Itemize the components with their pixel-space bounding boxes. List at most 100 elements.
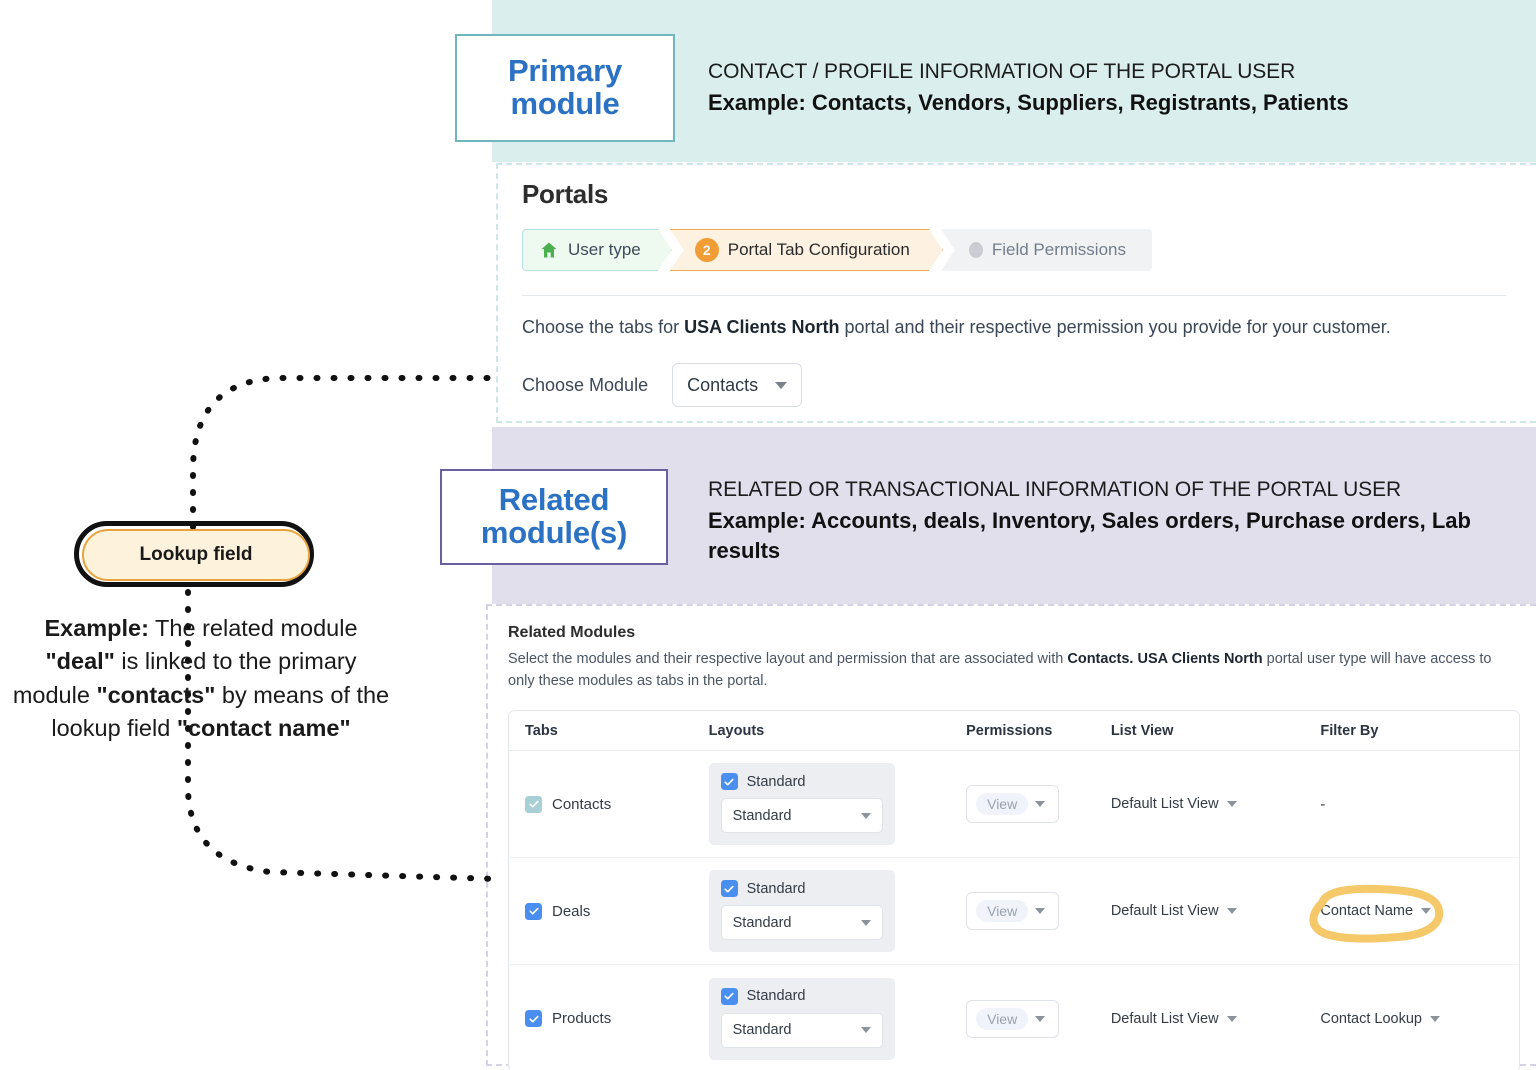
row-tab-cell[interactable]: Deals — [525, 902, 709, 920]
chevron-down-icon — [1035, 908, 1046, 914]
list-view-select[interactable]: Default List View — [1111, 903, 1321, 919]
list-view-select[interactable]: Default List View — [1111, 796, 1321, 812]
example-label: Example: — [44, 615, 149, 641]
checkbox-icon[interactable] — [525, 1010, 542, 1027]
related-callout-line1: Related — [498, 482, 610, 518]
choose-module-value: Contacts — [687, 374, 759, 395]
step-dot-icon — [968, 242, 983, 258]
related-modules-description: Select the modules and their respective … — [508, 648, 1516, 693]
permission-badge: View — [976, 900, 1029, 922]
layout-checkbox-label: Standard — [746, 773, 806, 790]
row-tab-label: Deals — [552, 902, 591, 920]
list-view-value: Default List View — [1110, 903, 1219, 919]
permission-badge: View — [976, 1007, 1029, 1030]
primary-callout-line1: Primary — [507, 53, 623, 89]
step-user-type[interactable]: User type — [522, 229, 672, 271]
divider — [522, 295, 1506, 296]
layout-select[interactable]: Standard — [720, 905, 883, 940]
primary-module-callout: Primary module — [455, 34, 675, 142]
layout-select-value: Standard — [732, 807, 792, 824]
lookup-pill-outline — [74, 521, 314, 587]
choose-module-row: Choose Module Contacts — [522, 363, 803, 407]
chevron-down-icon — [1429, 1015, 1440, 1022]
step-field-permissions[interactable]: Field Permissions — [940, 229, 1152, 271]
layout-select-value: Standard — [732, 1022, 792, 1038]
table-row: Deals Standard Standard — [509, 858, 1519, 965]
row-tab-cell[interactable]: Contacts — [525, 795, 709, 813]
choose-module-label: Choose Module — [522, 374, 649, 395]
permission-select[interactable]: View — [966, 999, 1060, 1038]
layout-checkbox-icon[interactable] — [720, 773, 738, 790]
permission-badge: View — [976, 793, 1029, 815]
table-row: Products Standard Standard — [509, 965, 1519, 1070]
step-portal-tab-configuration-label: Portal Tab Configuration — [727, 240, 910, 259]
related-modules-title: Related Modules — [508, 624, 636, 641]
home-icon — [539, 240, 559, 260]
rm-desc-bold: Contacts. USA Clients North — [1067, 651, 1263, 667]
rm-desc-1: Select the modules and their respective … — [508, 651, 1068, 667]
primary-banner-example: Example: Contacts, Vendors, Suppliers, R… — [708, 90, 1349, 115]
primary-callout-line2: module — [510, 86, 620, 121]
layout-checkbox-icon[interactable] — [720, 880, 738, 897]
table-row: Contacts Standard Standard — [509, 751, 1519, 858]
layout-checkbox-icon[interactable] — [720, 987, 738, 1005]
permission-select[interactable]: View — [966, 785, 1060, 823]
wizard-stepper: User type 2 Portal Tab Configuration Fie… — [522, 229, 1152, 271]
chevron-down-icon — [1226, 1015, 1237, 1022]
checkbox-icon[interactable] — [525, 902, 542, 920]
row-tab-label: Contacts — [552, 795, 612, 813]
chevron-down-icon — [1035, 1015, 1046, 1022]
chevron-down-icon — [1035, 801, 1046, 807]
example-annotation-text: Example: The related module "deal" is li… — [12, 615, 390, 742]
column-header-tabs: Tabs — [525, 722, 558, 739]
related-banner-example: Example: Accounts, deals, Inventory, Sal… — [708, 508, 1471, 563]
chevron-down-icon — [860, 812, 871, 819]
list-view-value: Default List View — [1110, 796, 1219, 812]
related-callout-line2: module(s) — [480, 515, 628, 550]
table-header-row: Tabs Layouts Permissions List View Filte… — [509, 711, 1519, 751]
instruction-prefix: Choose the tabs for — [522, 317, 685, 337]
filter-by-select[interactable]: Contact Name — [1309, 884, 1519, 943]
lookup-pill: Lookup field — [82, 529, 310, 581]
layout-checkbox-label: Standard — [746, 880, 806, 897]
lookup-field-annotation: Lookup field — [72, 521, 322, 595]
step-portal-tab-configuration[interactable]: 2 Portal Tab Configuration — [670, 229, 943, 271]
page-title: Portals — [522, 179, 609, 209]
chevron-down-icon — [1226, 801, 1237, 807]
layout-checkbox-label: Standard — [746, 988, 806, 1004]
step-user-type-label: User type — [568, 240, 641, 259]
filter-by-cell: - — [1320, 796, 1519, 813]
primary-banner-text: CONTACT / PROFILE INFORMATION OF THE POR… — [708, 60, 1508, 118]
layout-cell: Standard Standard — [708, 763, 895, 845]
chevron-down-icon — [1421, 908, 1432, 914]
related-modules-table: Tabs Layouts Permissions List View Filte… — [508, 710, 1520, 1070]
lookup-pill-label: Lookup field — [139, 544, 253, 565]
chevron-down-icon — [775, 381, 788, 389]
layout-cell: Standard Standard — [708, 977, 895, 1060]
step-number-badge: 2 — [695, 238, 719, 262]
layout-select-value: Standard — [732, 914, 792, 931]
instruction-suffix: portal and their respective permission y… — [839, 317, 1391, 337]
permission-select[interactable]: View — [966, 892, 1060, 930]
filter-by-value: - — [1320, 795, 1326, 813]
chevron-down-icon — [1226, 908, 1237, 914]
column-header-filter-by: Filter By — [1320, 722, 1379, 739]
layout-cell: Standard Standard — [708, 870, 895, 952]
row-tab-cell[interactable]: Products — [525, 1010, 709, 1027]
chevron-down-icon — [860, 1027, 871, 1033]
related-banner-heading: RELATED OR TRANSACTIONAL INFORMATION OF … — [708, 478, 1402, 501]
filter-by-value: Contact Lookup — [1320, 1010, 1422, 1027]
choose-module-select[interactable]: Contacts — [672, 363, 803, 407]
row-tab-label: Products — [552, 1010, 612, 1027]
related-module-callout: Related module(s) — [440, 469, 668, 565]
column-header-list-view: List View — [1110, 722, 1174, 739]
instruction-portal-name: USA Clients North — [684, 317, 840, 337]
portals-screenshot: Portals User type 2 Portal Tab Configura… — [496, 163, 1536, 423]
checkbox-icon[interactable] — [525, 795, 542, 813]
chevron-down-icon — [860, 919, 871, 926]
layout-select[interactable]: Standard — [720, 798, 883, 833]
filter-by-select[interactable]: Contact Lookup — [1320, 1011, 1519, 1027]
list-view-select[interactable]: Default List View — [1111, 1011, 1321, 1027]
instruction-text: Choose the tabs for USA Clients North po… — [522, 317, 1391, 338]
layout-select[interactable]: Standard — [720, 1012, 883, 1048]
